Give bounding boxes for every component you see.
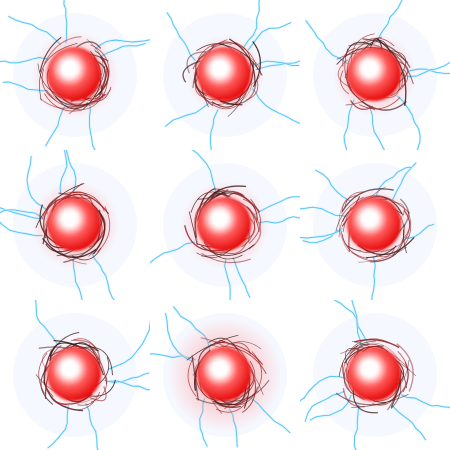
orb-core	[347, 347, 401, 401]
orb-core	[197, 47, 251, 101]
orb-frame-2	[150, 0, 300, 150]
orb-frame-3	[300, 0, 450, 150]
orb-frame-6	[300, 150, 450, 300]
orb-frame-4	[0, 150, 150, 300]
orb-core	[47, 197, 101, 251]
energy-orb-sprite	[150, 150, 300, 300]
orb-core	[197, 347, 251, 401]
energy-orb-sprite	[0, 300, 150, 450]
energy-orb-sprite	[300, 300, 450, 450]
orb-core	[347, 47, 401, 101]
energy-orb-sprite	[150, 300, 300, 450]
orb-frame-1	[0, 0, 150, 150]
energy-orb-sprite	[0, 0, 150, 150]
energy-orb-sprite	[0, 150, 150, 300]
orb-core	[47, 347, 101, 401]
orb-frame-9	[300, 300, 450, 450]
orb-core	[47, 47, 101, 101]
orb-core	[197, 197, 251, 251]
orb-frame-5	[150, 150, 300, 300]
energy-orb-sprite	[150, 0, 300, 150]
energy-orb-sprite	[300, 150, 450, 300]
orb-core	[347, 197, 401, 251]
energy-orb-sprite	[300, 0, 450, 150]
orb-frame-8	[150, 300, 300, 450]
orb-frame-7	[0, 300, 150, 450]
